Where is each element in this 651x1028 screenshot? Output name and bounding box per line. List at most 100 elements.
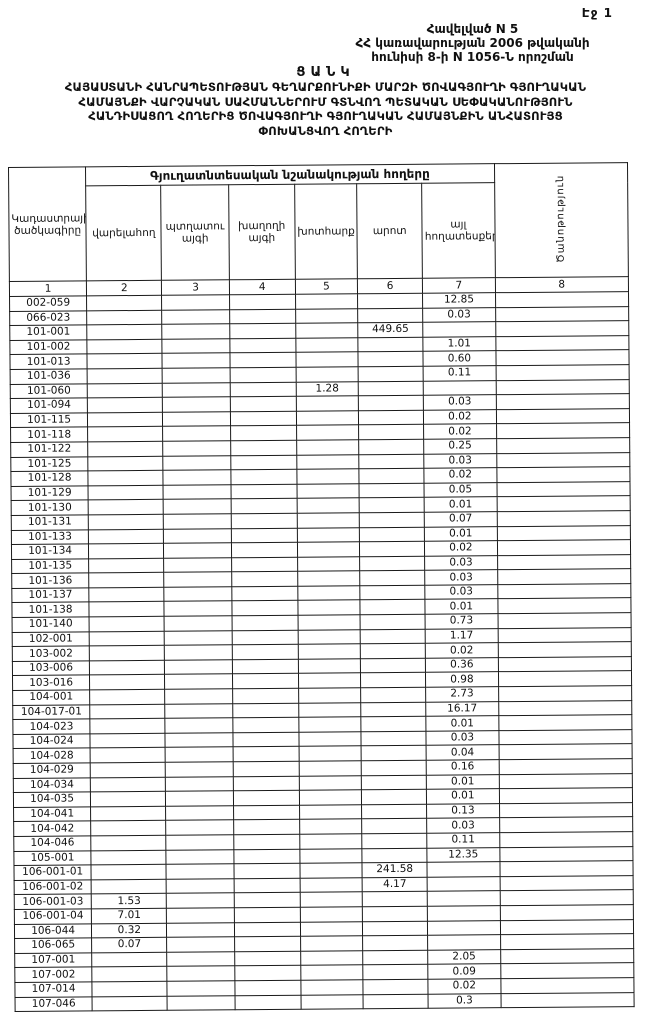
cell-cadastral-code: 101-013 (9, 354, 88, 370)
title-heading: ՑԱՆԿ (296, 65, 355, 80)
cell-value: 0.60 (423, 351, 496, 367)
cell-value: 0.01 (424, 526, 497, 542)
cell-cadastral-code: 107-002 (14, 967, 93, 983)
cell-value (359, 497, 425, 513)
cell-value (300, 906, 363, 922)
cell-value (295, 322, 358, 339)
cell-cadastral-code: 106-044 (14, 923, 92, 939)
cell-value (230, 483, 297, 500)
cell-value: 0.02 (424, 540, 498, 556)
cell-value (359, 585, 426, 601)
cell-value (296, 439, 359, 455)
cell-value (361, 818, 428, 834)
cell-value (497, 612, 632, 629)
cell-value (496, 539, 631, 556)
cell-value (497, 671, 632, 687)
cell-value (300, 965, 363, 981)
cell-value: 0.03 (422, 307, 496, 323)
col-number: 6 (357, 278, 423, 294)
cell-value (296, 468, 360, 484)
cell-value (88, 528, 164, 544)
cell-cadastral-code: 101-129 (11, 485, 89, 501)
cell-value (163, 528, 232, 544)
cell-value (89, 587, 165, 603)
cell-value (299, 760, 362, 776)
cell-value (163, 499, 231, 515)
cell-value (296, 410, 359, 426)
cell-value (166, 820, 234, 836)
cell-value (296, 395, 359, 411)
cell-value (166, 834, 234, 850)
cell-value: 0.05 (424, 482, 497, 498)
cell-value (232, 659, 299, 675)
cell-value (500, 948, 634, 964)
cell-value (91, 849, 167, 866)
cell-cadastral-code: 101-131 (11, 514, 89, 530)
cell-value (166, 849, 234, 865)
appendix-reference: Հավելված N 5 ՀՀ կառավարության 2006 թվակա… (300, 22, 645, 64)
cell-value: 0.03 (425, 584, 498, 600)
cell-value (358, 453, 425, 469)
cell-cadastral-code: 101-133 (11, 529, 89, 545)
cell-value (360, 628, 426, 644)
cell-cadastral-code: 101-140 (12, 616, 90, 633)
cell-cadastral-code: 101-125 (10, 456, 89, 472)
cell-value (163, 542, 232, 558)
cell-value (296, 425, 359, 441)
col-number: 5 (295, 278, 358, 295)
cell-value (234, 936, 301, 952)
cell-value (297, 614, 361, 630)
cell-value (427, 934, 501, 950)
cell-value: 0.01 (426, 788, 500, 805)
cell-value: 0.02 (424, 467, 497, 483)
cell-value (297, 556, 360, 572)
cell-value (496, 510, 631, 527)
cell-value (87, 412, 164, 428)
cell-value (297, 585, 360, 601)
cell-value (90, 776, 166, 793)
cell-value (88, 455, 164, 472)
cell-cadastral-code: 101-060 (10, 383, 88, 399)
cell-cadastral-code: 101-128 (10, 471, 89, 487)
cell-value: 0.01 (424, 496, 497, 513)
cell-value (230, 469, 297, 485)
cell-value (299, 819, 362, 835)
cell-value: 0.16 (426, 759, 499, 775)
cell-value (163, 469, 231, 486)
cell-value (232, 746, 300, 762)
cell-value (90, 791, 166, 807)
cell-value (91, 879, 167, 895)
cell-value (360, 643, 426, 659)
cell-value (499, 860, 634, 877)
cell-value (163, 440, 231, 456)
cell-value (496, 422, 630, 439)
col-header-other-lands: այլ հողատեսքեր (421, 182, 495, 279)
cell-cadastral-code: 104-017-01 (12, 704, 91, 720)
cell-value (299, 804, 362, 820)
cell-value (90, 762, 166, 778)
cell-cadastral-code: 107-046 (15, 996, 93, 1012)
col-number: 2 (86, 280, 162, 296)
cell-value (164, 659, 233, 675)
cell-value (299, 789, 362, 806)
cell-value (496, 437, 630, 454)
cell-cadastral-code: 066-023 (9, 310, 87, 326)
cell-value (230, 454, 297, 470)
cell-cadastral-code: 104-035 (13, 792, 91, 808)
cell-value (164, 630, 232, 646)
cell-value (162, 309, 230, 325)
cell-value (299, 775, 362, 791)
cell-cadastral-code: 101-115 (10, 412, 88, 428)
cell-value (162, 396, 231, 413)
cell-value: 0.11 (423, 365, 496, 381)
col-header-hayfield: խոտհարք (294, 183, 358, 280)
cell-cadastral-code: 101-135 (11, 558, 89, 574)
cell-value (166, 863, 234, 880)
cell-value (361, 760, 427, 776)
cell-value (229, 352, 296, 368)
cell-value (362, 979, 429, 995)
cell-value (163, 484, 231, 500)
cell-value (298, 687, 361, 703)
cell-value (91, 951, 168, 968)
cell-value (88, 499, 164, 515)
